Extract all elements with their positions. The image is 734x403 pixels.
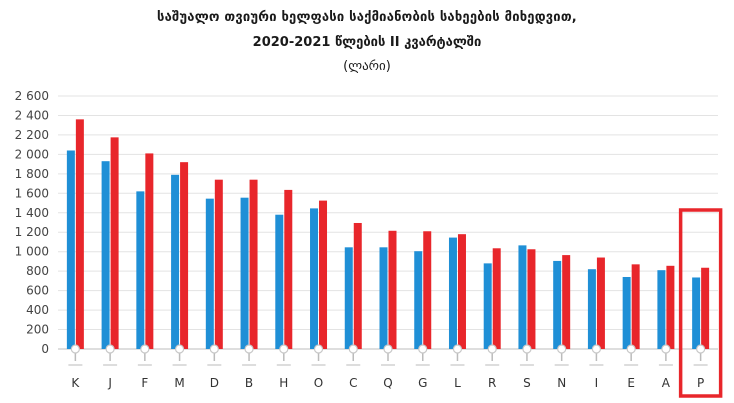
x-category-label: S — [523, 376, 531, 390]
bar-series-2020 — [205, 198, 214, 349]
x-category-label: Q — [383, 376, 392, 390]
bar-series-2020 — [518, 245, 527, 349]
x-tick-marker — [661, 344, 671, 354]
bar-series-2020 — [657, 270, 666, 349]
x-tick-marker — [279, 344, 289, 354]
x-tick-marker — [174, 344, 185, 354]
bar-series-2021 — [527, 249, 536, 349]
chart-unit: (ლარი) — [343, 59, 391, 74]
x-tick-marker — [105, 344, 115, 354]
x-category-label: G — [418, 376, 427, 390]
bar-series-2020 — [414, 251, 423, 349]
bar-series-2021 — [180, 162, 189, 349]
bar-series-2021 — [596, 257, 605, 349]
x-tick-marker — [209, 344, 219, 354]
x-category-label: F — [141, 376, 148, 390]
bar-series-2020 — [136, 191, 145, 349]
bar-series-2021 — [319, 200, 328, 349]
y-tick-label: 1 200 — [15, 225, 49, 239]
x-tick-marker — [522, 344, 532, 354]
y-tick-label: 800 — [26, 264, 49, 278]
bar-series-2021 — [353, 222, 362, 349]
bar-series-2021 — [110, 137, 119, 349]
bar-series-2021 — [214, 179, 223, 349]
bar-series-2021 — [562, 255, 571, 349]
chart-title: საშუალო თვიური ხელფასი საქმიანობის სახეე… — [157, 10, 577, 25]
y-tick-label: 200 — [26, 323, 49, 337]
bar-series-2020 — [344, 247, 353, 349]
bar-series-2021 — [423, 231, 432, 349]
bar-series-2020 — [101, 161, 110, 349]
y-tick-label: 1 000 — [15, 245, 49, 259]
bar-series-2021 — [492, 248, 501, 349]
y-tick-label: 2 600 — [15, 89, 49, 103]
highlight-box — [678, 208, 723, 398]
x-tick-marker — [591, 344, 602, 354]
x-category-label: D — [210, 376, 219, 390]
x-category-label: P — [697, 376, 704, 390]
x-category-label: O — [314, 376, 323, 390]
x-tick-marker — [140, 344, 150, 354]
bar-series-2020 — [310, 208, 319, 349]
bar-series-2020 — [240, 197, 249, 349]
bar-series-2020 — [379, 247, 388, 349]
bar-series-2020 — [553, 260, 562, 349]
x-category-label: B — [245, 376, 253, 390]
bar-series-2021 — [457, 234, 466, 349]
y-tick-label: 1 800 — [15, 167, 49, 181]
bar-series-2020 — [692, 277, 701, 349]
y-tick-label: 400 — [26, 303, 49, 317]
x-tick-marker — [313, 344, 324, 354]
bar-series-2020 — [66, 150, 75, 349]
x-category-label: I — [595, 376, 599, 390]
x-category-label: E — [627, 376, 635, 390]
x-category-label: L — [454, 376, 461, 390]
x-tick-marker — [348, 344, 358, 354]
bar-series-2020 — [275, 214, 284, 349]
y-tick-label: 2 200 — [15, 128, 49, 142]
y-tick-label: 2 000 — [15, 147, 49, 161]
bar-series-2020 — [622, 276, 631, 349]
x-tick-marker — [626, 344, 636, 354]
x-category-label: A — [662, 376, 671, 390]
bar-series-2020 — [171, 174, 180, 349]
bar-series-2020 — [448, 237, 457, 349]
y-tick-label: 2 400 — [15, 108, 49, 122]
bar-series-2020 — [587, 269, 596, 349]
x-tick-marker — [383, 344, 393, 354]
y-tick-label: 1 400 — [15, 206, 49, 220]
y-tick-label: 600 — [26, 284, 49, 298]
bar-series-2021 — [666, 265, 675, 349]
x-tick-marker — [452, 344, 463, 354]
x-tick-marker — [557, 344, 567, 354]
x-tick-marker — [70, 344, 80, 354]
x-category-label: M — [174, 376, 184, 390]
x-tick-marker — [696, 344, 706, 354]
y-tick-label: 1 600 — [15, 186, 49, 200]
bar-series-2020 — [483, 263, 492, 349]
bar-series-2021 — [388, 230, 397, 349]
bar-series-2021 — [631, 264, 640, 349]
x-category-label: N — [557, 376, 566, 390]
x-category-label: C — [349, 376, 357, 390]
y-tick-label: 0 — [41, 342, 49, 356]
x-tick-marker — [487, 344, 497, 354]
bar-series-2021 — [75, 119, 84, 349]
x-tick-marker — [418, 344, 428, 354]
x-category-label: J — [107, 376, 112, 390]
bar-series-2021 — [701, 267, 710, 349]
x-tick-marker — [244, 344, 254, 354]
chart-subtitle: 2020-2021 წლების II კვარტალში — [252, 35, 482, 50]
x-category-label: H — [279, 376, 288, 390]
bar-series-2021 — [284, 189, 293, 349]
x-category-label: K — [71, 376, 80, 390]
bar-series-2021 — [249, 179, 258, 349]
bar-series-2021 — [145, 153, 154, 349]
x-category-label: R — [488, 376, 496, 390]
